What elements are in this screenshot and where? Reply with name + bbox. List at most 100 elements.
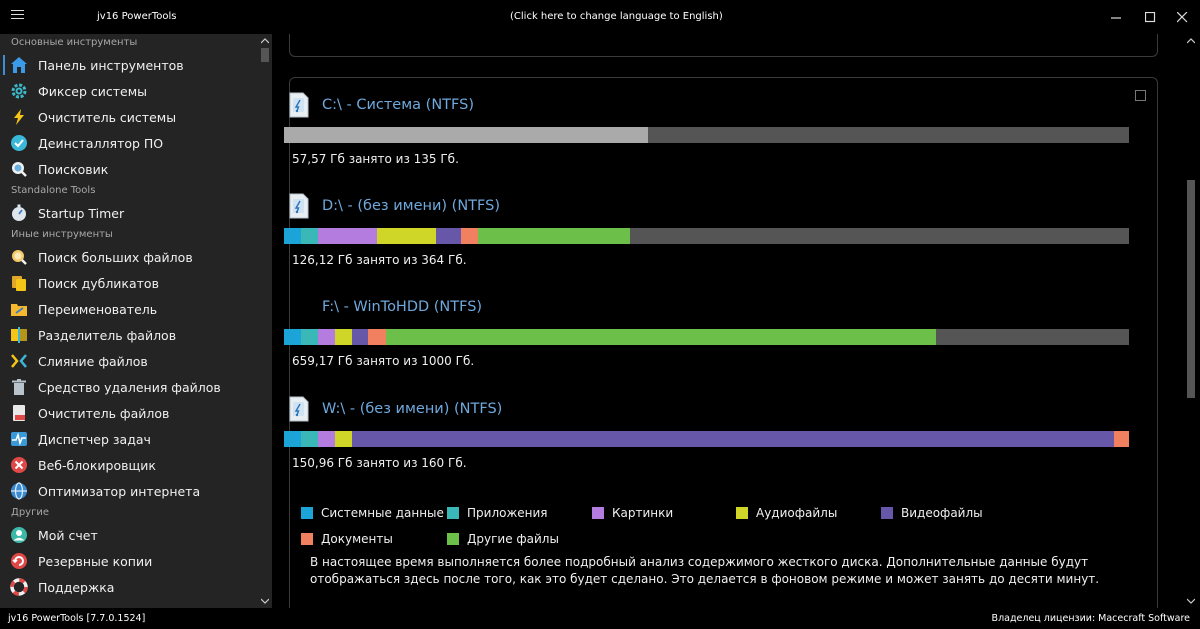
stopwatch-icon [10, 204, 28, 222]
backup-icon [10, 552, 28, 570]
legend-label: Картинки [612, 506, 674, 520]
account-icon [10, 526, 28, 544]
usage-segment-system [284, 228, 301, 244]
sidebar-item-pulse[interactable]: Диспетчер задач [0, 426, 258, 452]
sidebar-item-label: Переименователь [38, 301, 158, 317]
license-label: Владелец лицензии: Macecraft Software [991, 613, 1190, 624]
sidebar-item-home[interactable]: Панель инструментов [0, 52, 258, 78]
drive-entry: F:\ - WinToHDD (NTFS) 659,17 Гб занято из… [284, 293, 1129, 368]
duplicate-files-icon [10, 274, 28, 292]
drive-title: D:\ - (без имени) (NTFS) [322, 198, 500, 214]
usage-segment-pictures [317, 228, 377, 244]
sidebar-item-label: Поиск дубликатов [38, 275, 159, 291]
sidebar-item-split[interactable]: Разделитель файлов [0, 322, 258, 348]
drive-entry: C:\ - Система (NTFS) 57,57 Гб занято из 1… [284, 91, 1129, 166]
sidebar-item-gear[interactable]: Фиксер системы [0, 78, 258, 104]
usage-segment-documents [368, 329, 387, 345]
usage-segment-used-plain [284, 127, 649, 143]
main-scroll-thumb[interactable] [1187, 180, 1195, 398]
pulse-icon [10, 430, 28, 448]
legend-label: Приложения [467, 506, 548, 520]
drive-usage-bar [284, 431, 1129, 447]
sidebar-item-stopwatch[interactable]: Startup Timer [0, 200, 258, 226]
sidebar-item-checkmark[interactable]: Деинсталлятор ПО [0, 130, 258, 156]
drive-title: F:\ - WinToHDD (NTFS) [322, 299, 483, 315]
sidebar-item-label: Панель инструментов [38, 57, 184, 73]
sidebar-item-trash[interactable]: Средство удаления файлов [0, 374, 258, 400]
legend-item-other: Другие файлы [447, 532, 559, 546]
magnifier-file-icon [10, 248, 28, 266]
sidebar-item-magnifier-file[interactable]: Поиск больших файлов [0, 244, 258, 270]
sidebar-item-block[interactable]: Веб-блокировщик [0, 452, 258, 478]
sidebar-item-label: Поиск больших файлов [38, 249, 193, 265]
legend-swatch [447, 507, 459, 519]
legend-label: Документы [321, 532, 393, 546]
rename-folder-icon [10, 300, 28, 318]
app-title: jv16 PowerTools [97, 11, 177, 22]
sidebar-item-rename-folder[interactable]: Переименователь [0, 296, 258, 322]
drive-usage-bar [284, 228, 1129, 244]
drive-title: W:\ - (без имени) (NTFS) [322, 401, 503, 417]
drive-usage-text: 126,12 Гб занято из 364 Гб. [292, 253, 467, 267]
split-icon [10, 326, 28, 344]
hamburger-menu-icon[interactable] [11, 10, 24, 23]
close-button[interactable] [1170, 6, 1194, 28]
usage-segment-video [351, 329, 369, 345]
file-cleaner-icon [10, 404, 28, 422]
close-icon [1176, 11, 1187, 22]
sidebar-item-search[interactable]: Поисковик [0, 156, 258, 182]
gear-icon [10, 82, 28, 100]
legend-item-video: Видеофайлы [881, 506, 983, 520]
usage-segment-apps [300, 228, 318, 244]
card-checkbox[interactable] [1135, 90, 1146, 101]
sidebar-item-label: Оптимизатор интернета [38, 483, 201, 499]
usage-segment-documents [461, 228, 479, 244]
sidebar-item-label: Деинсталлятор ПО [38, 135, 164, 151]
usage-segment-apps [300, 329, 318, 345]
sidebar-item-file-cleaner[interactable]: Очиститель файлов [0, 400, 258, 426]
change-language-link[interactable]: (Click here to change language to Englis… [510, 11, 723, 22]
sidebar-item-account[interactable]: Мой счет [0, 522, 258, 548]
usage-segment-system [284, 431, 301, 447]
legend-label: Системные данные [321, 506, 444, 520]
legend: Системные данные Приложения Картинки Аудиоф… [301, 500, 1161, 552]
top-card [289, 34, 1158, 57]
sidebar-item-label: Поисковик [38, 161, 109, 177]
sidebar-item-label: Фиксер системы [38, 83, 148, 99]
sidebar-item-label: Слияние файлов [38, 353, 148, 369]
usage-segment-other [478, 228, 631, 244]
usage-segment-pictures [317, 329, 335, 345]
sidebar-item-label: Диспетчер задач [38, 431, 151, 447]
sidebar-item-duplicate-files[interactable]: Поиск дубликатов [0, 270, 258, 296]
sidebar-item-lightning[interactable]: Очиститель системы [0, 104, 258, 130]
legend-item-documents: Документы [301, 532, 393, 546]
minimize-icon [1110, 16, 1121, 19]
sidebar-item-backup[interactable]: Резервные копии [0, 548, 258, 574]
maximize-icon [1144, 11, 1155, 22]
sidebar-item-label: Startup Timer [38, 205, 125, 221]
sidebar-item-label: Веб-блокировщик [38, 457, 156, 473]
sidebar-scroll-thumb[interactable] [261, 48, 269, 62]
legend-label: Видеофайлы [901, 506, 983, 520]
sidebar-item-globe[interactable]: Оптимизатор интернета [0, 478, 258, 504]
legend-swatch [881, 507, 893, 519]
sidebar-item-label: Очиститель файлов [38, 405, 170, 421]
maximize-button[interactable] [1138, 6, 1162, 28]
legend-swatch [447, 533, 459, 545]
usage-segment-audio [334, 329, 352, 345]
sidebar-scrollbar[interactable] [258, 34, 272, 608]
merge-icon [10, 352, 28, 370]
sidebar-item-lifebuoy[interactable]: Поддержка [0, 574, 258, 600]
legend-swatch [736, 507, 748, 519]
scroll-up-icon [261, 38, 269, 44]
drive-header: F:\ - WinToHDD (NTFS) [284, 293, 1129, 321]
minimize-button[interactable] [1104, 6, 1128, 28]
sidebar-item-label: Очиститель системы [38, 109, 177, 125]
legend-label: Другие файлы [467, 532, 559, 546]
legend-item-audio: Аудиофайлы [736, 506, 837, 520]
drive-entry: W:\ - (без имени) (NTFS) 150,96 Гб занято… [284, 395, 1129, 470]
main-scrollbar[interactable] [1182, 34, 1200, 608]
scroll-up-icon [1187, 38, 1195, 44]
sidebar-item-merge[interactable]: Слияние файлов [0, 348, 258, 374]
sidebar-section-title: Основные инструменты [11, 37, 138, 48]
